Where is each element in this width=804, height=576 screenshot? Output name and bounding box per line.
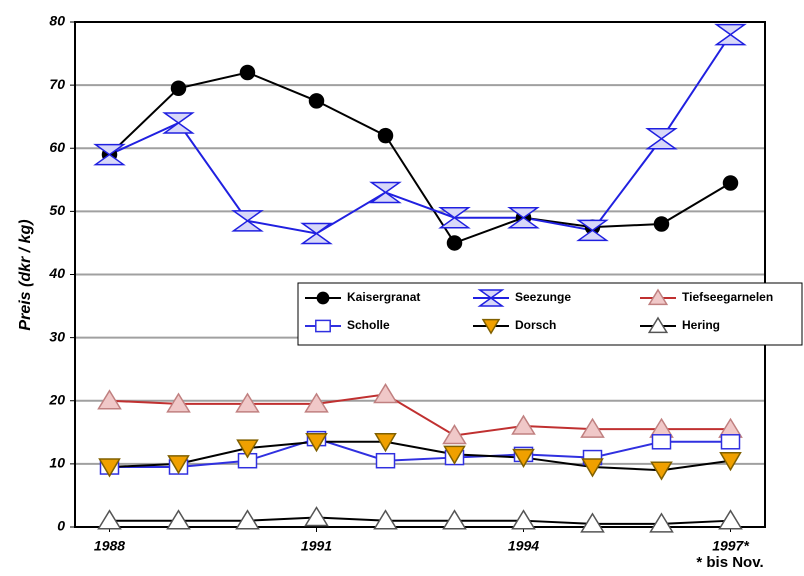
plot-frame xyxy=(74,21,766,528)
x-tick-label: 1994 xyxy=(508,538,539,554)
marker xyxy=(647,288,669,306)
marker xyxy=(650,461,673,481)
marker xyxy=(718,509,743,530)
marker xyxy=(304,392,329,413)
marker xyxy=(162,112,195,134)
marker xyxy=(98,458,121,478)
series-line xyxy=(109,516,731,525)
marker xyxy=(649,512,674,533)
marker xyxy=(231,210,264,232)
marker xyxy=(442,509,467,530)
y-tick-label: 70 xyxy=(49,76,65,92)
marker xyxy=(316,291,330,305)
marker xyxy=(167,455,190,475)
marker xyxy=(446,235,463,251)
legend-box xyxy=(297,282,803,346)
marker xyxy=(377,127,394,144)
marker xyxy=(305,433,328,453)
series-line xyxy=(109,34,732,235)
marker xyxy=(481,318,501,335)
marker xyxy=(97,509,122,530)
marker xyxy=(512,448,535,469)
y-tick-label: 10 xyxy=(49,455,65,471)
y-axis-label: Preis (dkr / kg) xyxy=(17,219,34,330)
x-tick-label: 1997* xyxy=(712,538,749,554)
marker xyxy=(375,452,396,469)
y-tick-label: 30 xyxy=(49,328,65,344)
marker xyxy=(166,509,191,530)
marker xyxy=(511,414,536,435)
marker xyxy=(722,175,739,191)
marker xyxy=(93,143,126,166)
marker xyxy=(304,506,329,527)
marker xyxy=(315,319,331,333)
marker xyxy=(580,512,605,533)
marker xyxy=(647,316,669,334)
marker xyxy=(581,458,604,478)
marker xyxy=(477,289,505,307)
series-line xyxy=(108,71,732,245)
marker xyxy=(576,219,609,242)
x-tick-label: 1988 xyxy=(94,538,125,554)
marker xyxy=(369,181,402,204)
legend-label: Dorsch xyxy=(515,318,556,332)
y-tick-label: 50 xyxy=(49,202,65,218)
marker xyxy=(443,445,466,465)
marker xyxy=(373,382,398,404)
footnote: * bis Nov. xyxy=(696,554,763,571)
series-line xyxy=(109,440,731,472)
legend-label: Tiefseegarnelen xyxy=(682,290,773,304)
y-tick-label: 20 xyxy=(48,391,65,407)
marker xyxy=(166,392,191,413)
series-line xyxy=(109,393,731,437)
marker xyxy=(235,509,260,530)
legend-label: Kaisergranat xyxy=(347,290,420,304)
y-tick-label: 40 xyxy=(48,265,65,281)
y-tick-label: 80 xyxy=(49,13,65,29)
marker xyxy=(300,222,333,245)
marker xyxy=(442,424,467,445)
y-tick-label: 0 xyxy=(57,518,65,534)
marker xyxy=(373,509,398,530)
marker xyxy=(580,417,605,438)
marker xyxy=(653,216,670,232)
series-line xyxy=(109,437,731,469)
marker xyxy=(97,389,122,410)
marker xyxy=(651,434,672,450)
marker xyxy=(239,64,256,81)
marker xyxy=(308,93,325,109)
legend-label: Hering xyxy=(682,318,720,332)
marker xyxy=(235,392,260,413)
marker xyxy=(719,451,742,472)
x-tick-label: 1991 xyxy=(301,538,332,554)
marker xyxy=(236,439,259,459)
legend-label: Seezunge xyxy=(515,290,571,304)
marker xyxy=(714,23,747,46)
marker xyxy=(170,80,187,97)
marker xyxy=(720,434,741,450)
marker xyxy=(511,509,536,530)
marker xyxy=(374,433,397,453)
legend-label: Scholle xyxy=(347,318,390,332)
y-tick-label: 60 xyxy=(49,139,65,155)
marker xyxy=(438,206,471,229)
marker xyxy=(507,206,540,229)
marker xyxy=(645,128,678,150)
